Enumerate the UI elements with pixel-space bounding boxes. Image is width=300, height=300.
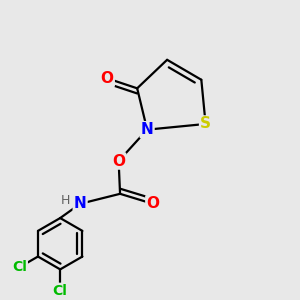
- Text: H: H: [61, 194, 70, 207]
- Text: N: N: [141, 122, 154, 137]
- Text: O: O: [146, 196, 159, 211]
- Text: Cl: Cl: [53, 284, 68, 298]
- Text: N: N: [74, 196, 86, 211]
- Text: O: O: [101, 71, 114, 86]
- Text: Cl: Cl: [12, 260, 27, 274]
- Text: S: S: [200, 116, 211, 131]
- Text: O: O: [112, 154, 125, 169]
